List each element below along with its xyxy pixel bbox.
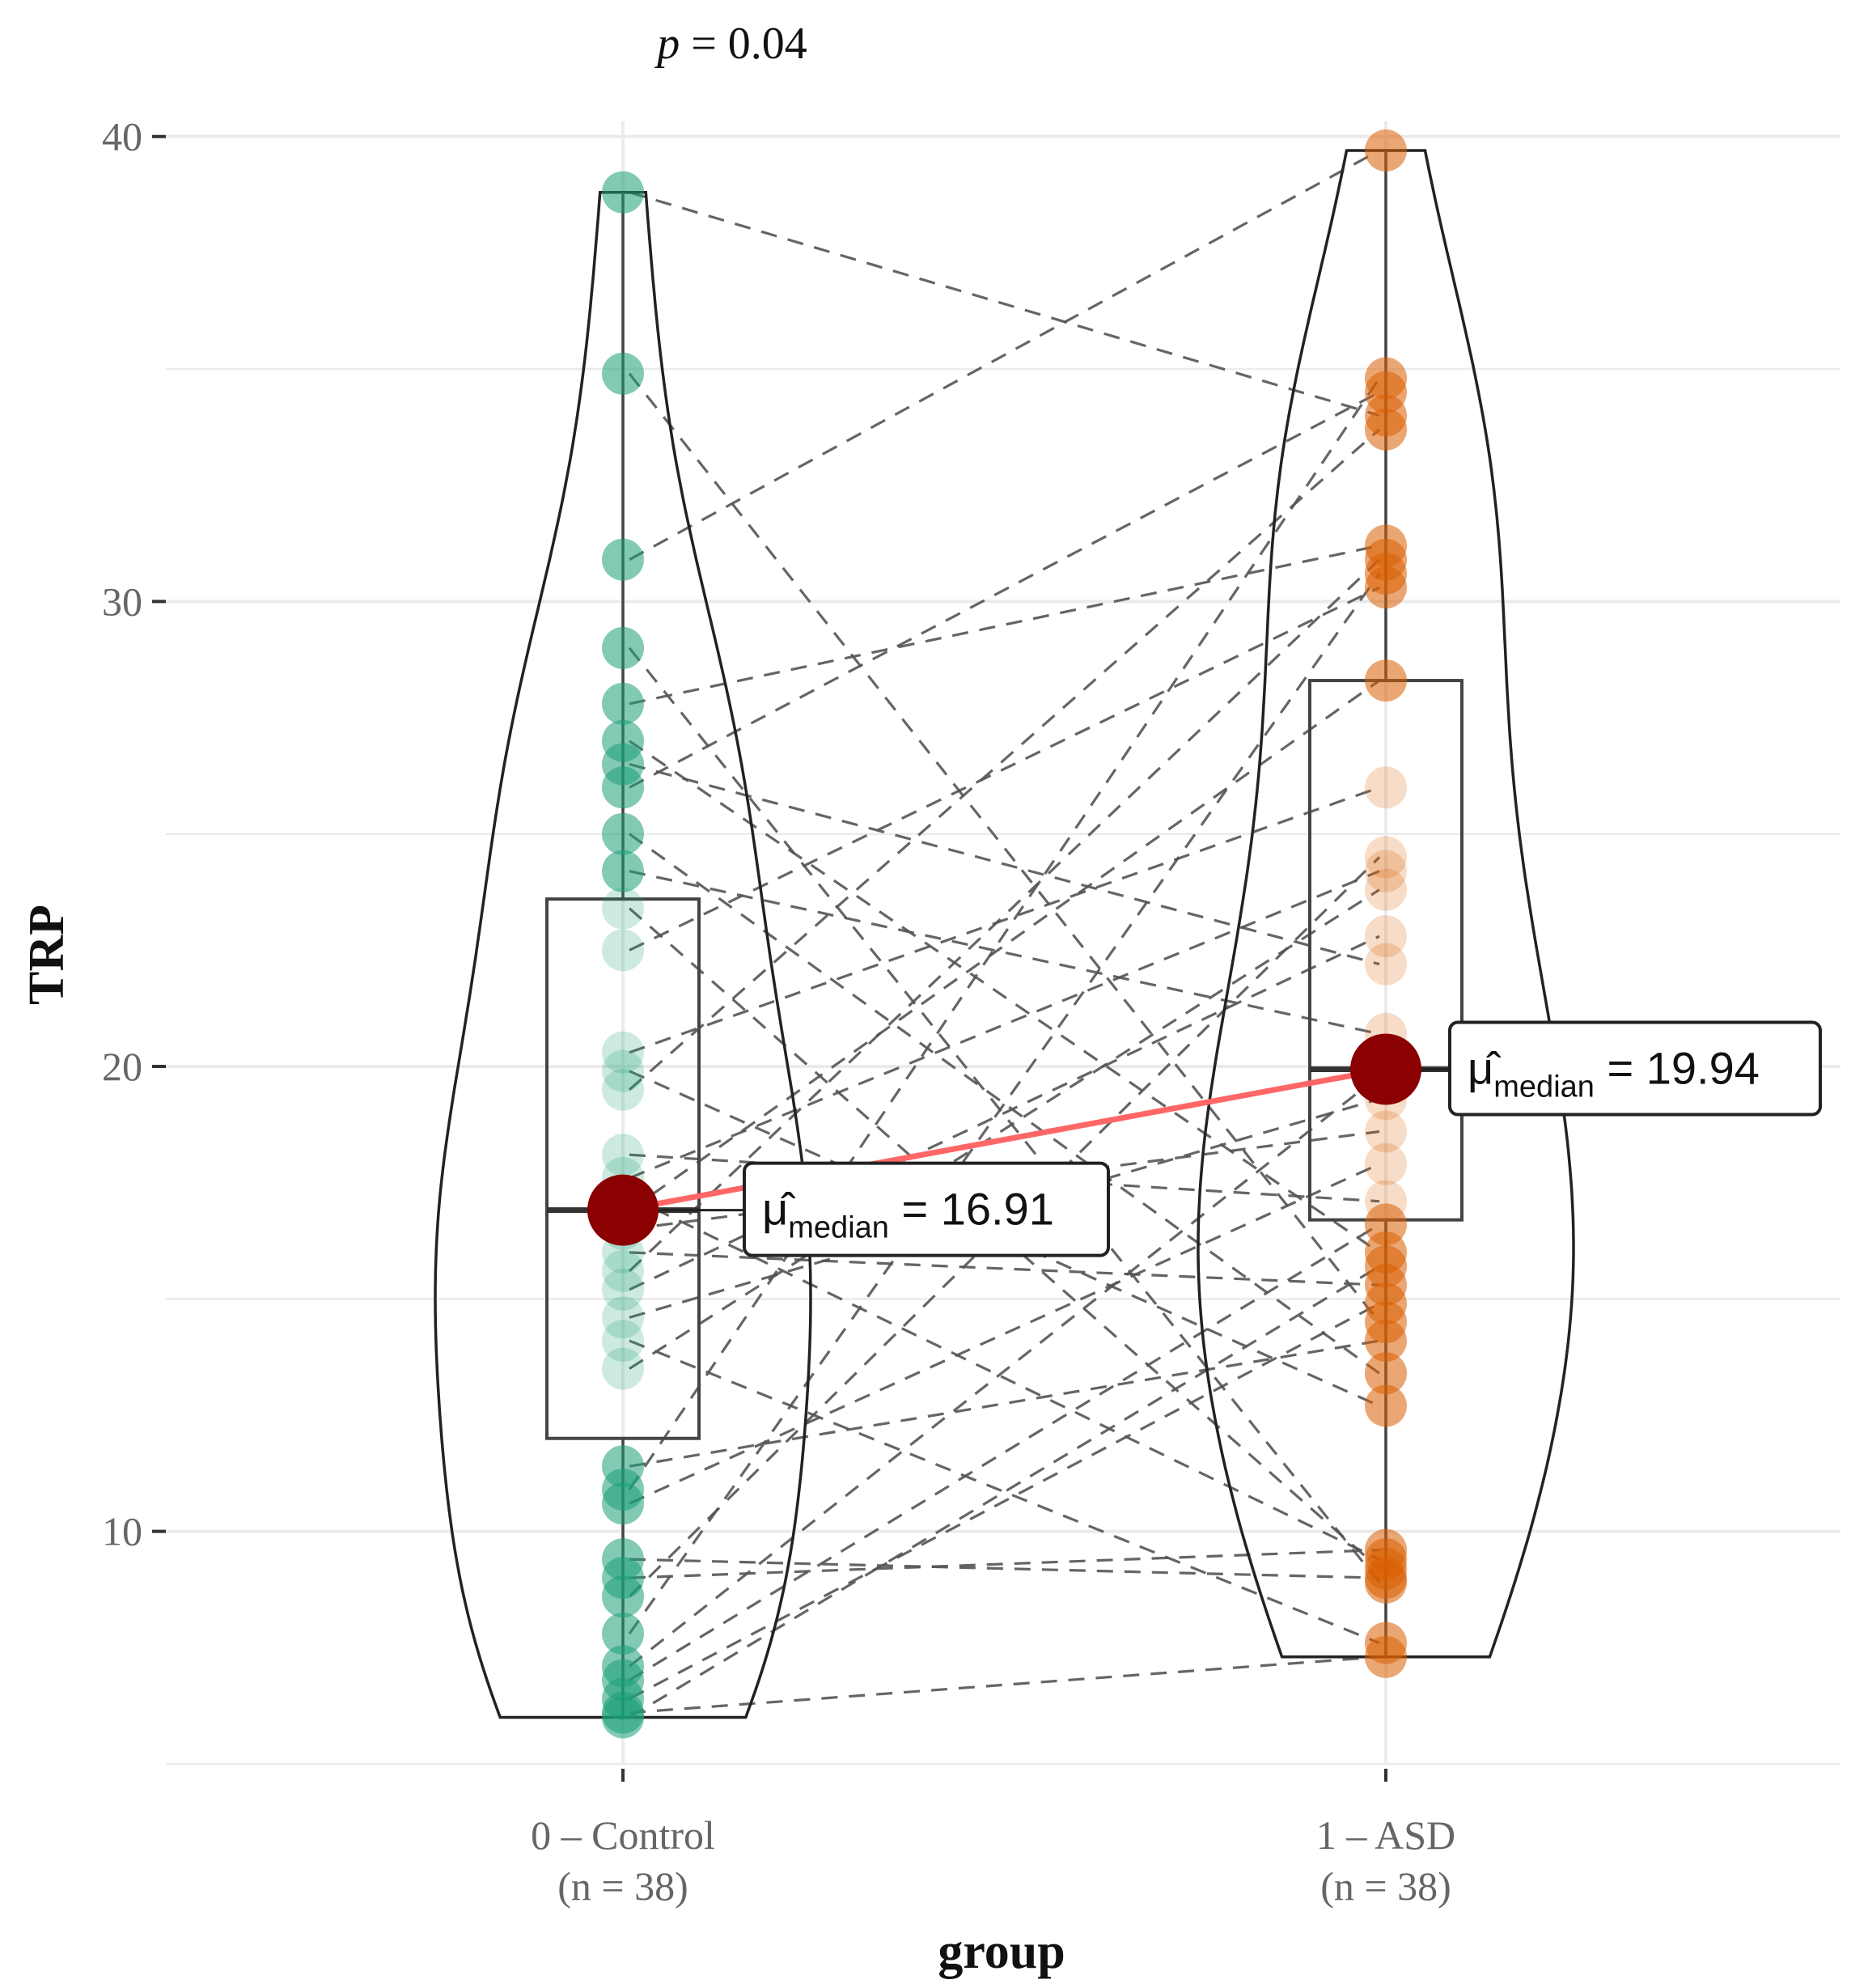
data-point: [602, 1320, 644, 1363]
paired-line: [628, 646, 1381, 1583]
data-point: [602, 1482, 644, 1525]
paired-line: [629, 391, 1380, 789]
data-point: [602, 1347, 644, 1390]
data-point: [1365, 1110, 1407, 1153]
paired-line: [629, 544, 1380, 706]
y-tick-label: 20: [102, 1044, 142, 1089]
x-tick-label-asd: 1 – ASD: [1316, 1812, 1455, 1858]
paired-lines-layer: [628, 149, 1381, 1719]
x-tick-label-control: 0 – Control: [531, 1812, 715, 1858]
data-point: [1365, 1561, 1407, 1604]
data-point: [1365, 943, 1407, 986]
y-axis-title: TRP: [19, 905, 74, 1005]
data-point: [602, 1068, 644, 1111]
paired-line: [628, 372, 1381, 1324]
box-iqr: [545, 897, 701, 1440]
paired-line: [628, 558, 1381, 1273]
data-point: [602, 766, 644, 809]
title-rest: = 0.04: [680, 19, 807, 69]
median-label-text: μ̂median = 19.94: [1468, 1042, 1760, 1104]
paired-line: [629, 679, 1380, 1212]
paired-line: [629, 888, 1380, 1370]
data-point: [602, 1296, 644, 1339]
violin-1: [1197, 149, 1575, 1659]
paired-line: [629, 1265, 1380, 1719]
data-point: [1365, 766, 1407, 809]
data-point: [1365, 868, 1407, 911]
title-italic-p: p: [654, 19, 680, 69]
data-point: [602, 1249, 644, 1292]
paired-line: [629, 762, 1380, 966]
median-label-subscript: median: [788, 1211, 889, 1245]
median-point: [1350, 1033, 1421, 1105]
chart-title: p = 0.04: [654, 19, 807, 69]
median-label-subscript: median: [1493, 1070, 1595, 1104]
data-point: [1365, 1635, 1407, 1678]
data-point: [1365, 566, 1407, 609]
data-point: [602, 1268, 644, 1311]
y-tick-label: 10: [102, 1509, 142, 1554]
median-layer: μ̂median = 16.91μ̂median = 19.94: [587, 1020, 1822, 1257]
data-point: [602, 626, 644, 669]
median-label-box: [743, 1161, 1110, 1257]
median-label-value: = 16.91: [889, 1184, 1054, 1235]
axes-layer: 10 20 30 40: [102, 114, 1387, 1782]
x-tick-n-control: (n = 38): [557, 1863, 688, 1909]
data-point: [602, 1696, 644, 1739]
y-tick-label: 30: [102, 579, 142, 624]
data-point: [1365, 836, 1407, 879]
paired-line: [629, 870, 1380, 1180]
data-point: [602, 850, 644, 892]
data-point: [602, 1613, 644, 1655]
paired-line: [629, 1251, 1380, 1286]
data-point: [602, 1031, 644, 1074]
data-point: [602, 887, 644, 930]
median-label-value: = 19.94: [1595, 1042, 1760, 1093]
data-point: [1365, 1384, 1407, 1427]
data-point: [1365, 1320, 1407, 1363]
data-point: [602, 812, 644, 855]
paired-line: [628, 572, 1381, 1635]
paired-line: [629, 1339, 1380, 1645]
paired-line: [629, 1655, 1380, 1715]
paired-line: [628, 428, 1381, 1091]
paired-line: [629, 870, 1380, 1036]
paired-line: [629, 191, 1380, 418]
x-tick-n-asd: (n = 38): [1320, 1863, 1451, 1909]
data-point: [602, 1049, 644, 1092]
paired-line: [628, 377, 1381, 1490]
median-point: [587, 1174, 659, 1246]
paired-line: [629, 149, 1380, 562]
x-axis-title: group: [938, 1924, 1065, 1979]
data-point: [1365, 129, 1407, 172]
paired-line: [629, 1075, 1380, 1668]
grid-layer: [166, 121, 1840, 1765]
data-point: [602, 929, 644, 972]
paired-line: [629, 786, 1380, 1054]
data-point: [602, 538, 644, 581]
data-point: [1365, 1352, 1407, 1395]
paired-line: [629, 1302, 1380, 1700]
y-tick-label: 40: [102, 114, 142, 159]
paired-line: [629, 586, 1380, 952]
data-point: [1365, 1142, 1407, 1185]
data-point: [1365, 659, 1407, 702]
data-point: [602, 682, 644, 725]
data-point: [602, 352, 644, 395]
paired-line: [629, 1558, 1380, 1579]
data-point: [602, 1575, 644, 1618]
data-point: [602, 1134, 644, 1176]
paired-line: [629, 740, 1380, 1254]
data-point: [602, 171, 644, 214]
points-layer: [602, 129, 1407, 1739]
median-label-box: [1448, 1020, 1822, 1117]
data-point: [1365, 915, 1407, 958]
paired-line: [629, 1339, 1380, 1468]
data-point: [1365, 408, 1407, 451]
paired-line: [629, 1223, 1380, 1681]
data-point: [1365, 850, 1407, 892]
paired-line: [629, 1549, 1380, 1579]
